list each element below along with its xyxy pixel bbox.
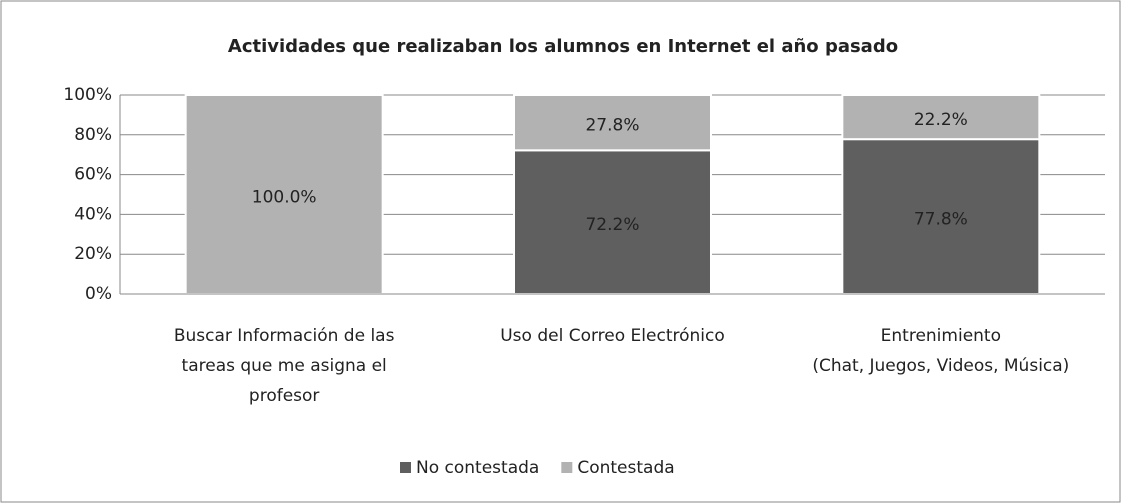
- y-tick-label: 60%: [74, 165, 112, 185]
- bar-segment: [184, 94, 384, 295]
- bar-segment: [513, 94, 712, 152]
- x-tick-label: tareas que me asigna el: [182, 356, 387, 376]
- bar-segment: [841, 94, 1041, 141]
- legend-swatch: [400, 462, 411, 473]
- legend-label: Contestada: [577, 458, 674, 478]
- chart-title: Actividades que realizaban los alumnos e…: [228, 36, 898, 57]
- x-tick-label: Entrenimiento: [881, 326, 1001, 346]
- x-tick-label: Buscar Información de las: [174, 326, 395, 346]
- data-label: 72.2%: [585, 215, 639, 235]
- legend-label: No contestada: [416, 458, 539, 478]
- y-tick-label: 0%: [85, 284, 112, 304]
- y-tick-label: 80%: [74, 125, 112, 145]
- y-tick-label: 100%: [63, 85, 112, 105]
- bar-segment: [513, 149, 712, 295]
- y-tick-label: 40%: [74, 204, 112, 224]
- x-tick-label: Uso del Correo Electrónico: [500, 326, 725, 346]
- data-label: 22.2%: [914, 110, 968, 130]
- x-tick-label: profesor: [249, 386, 320, 406]
- data-label: 100.0%: [252, 188, 317, 208]
- y-tick-label: 20%: [74, 244, 112, 264]
- x-tick-label: (Chat, Juegos, Videos, Música): [812, 356, 1069, 376]
- bar-segment: [841, 138, 1041, 295]
- data-label: 77.8%: [914, 210, 968, 230]
- legend-swatch: [561, 462, 573, 473]
- data-label: 27.8%: [585, 116, 639, 136]
